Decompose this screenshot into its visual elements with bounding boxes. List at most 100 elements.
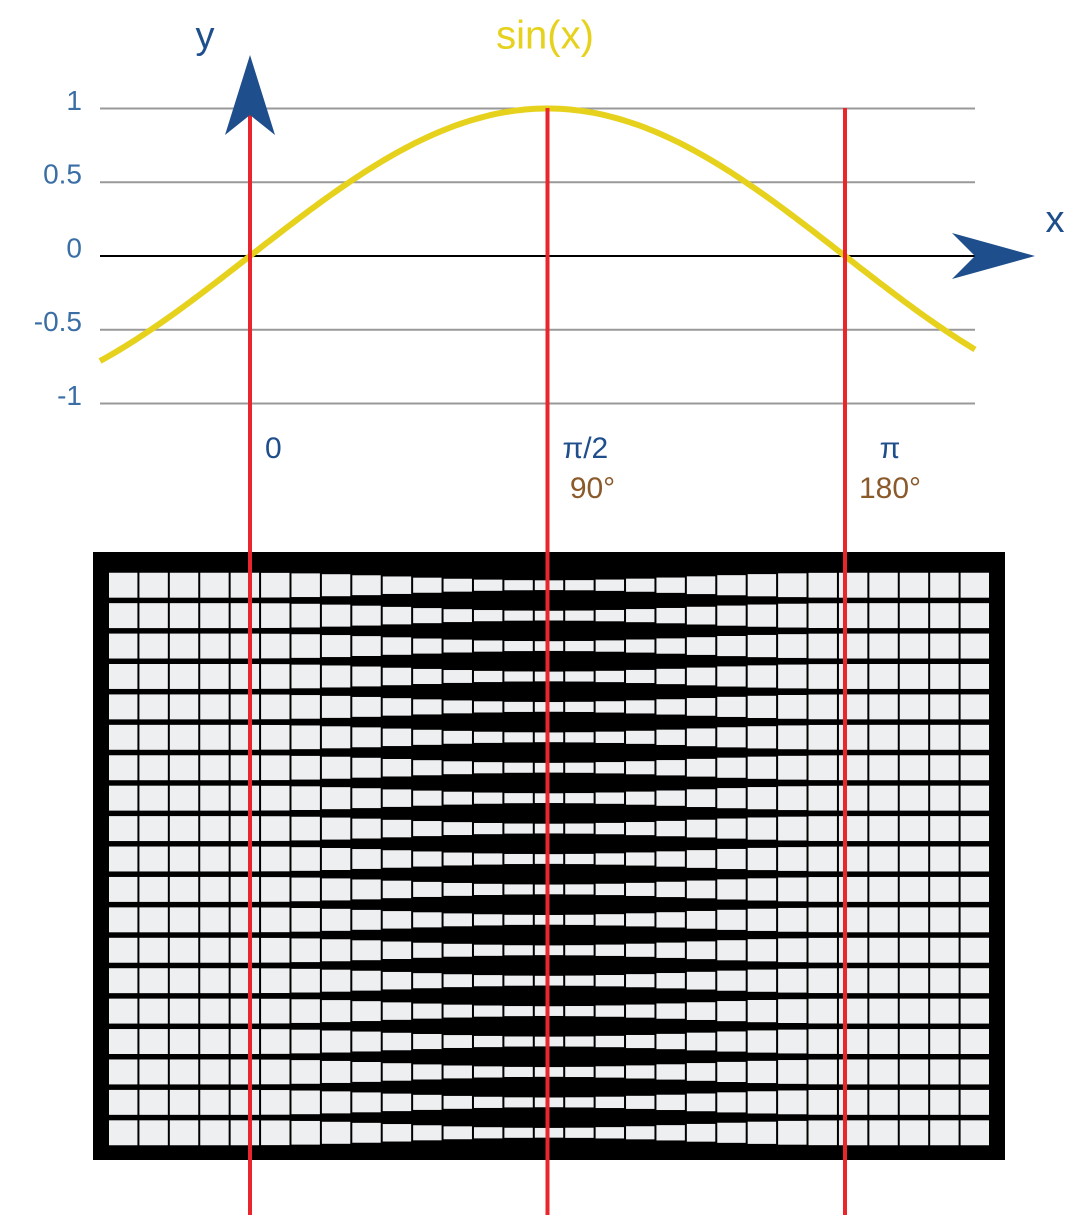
- grid-cell: [473, 822, 503, 835]
- grid-cell: [686, 819, 716, 838]
- grid-cell: [382, 758, 412, 777]
- grid-cell: [504, 945, 533, 956]
- grid-cell: [504, 732, 533, 743]
- grid-cell: [565, 914, 594, 925]
- grid-cell: [747, 1091, 777, 1114]
- grid-cell: [656, 851, 685, 867]
- grid-cell: [382, 606, 412, 625]
- grid-cell: [109, 937, 138, 963]
- grid-cell: [109, 785, 138, 811]
- grid-cell: [200, 1029, 229, 1054]
- grid-cell: [200, 1089, 229, 1115]
- grid-cell: [443, 1126, 472, 1140]
- grid-cell: [321, 756, 351, 779]
- grid-cell: [200, 572, 229, 598]
- grid-cell: [169, 907, 199, 933]
- grid-cell: [109, 755, 138, 781]
- grid-cell: [200, 755, 229, 781]
- grid-cell: [473, 1127, 503, 1139]
- grid-cell: [565, 701, 594, 712]
- grid-cell: [321, 604, 351, 627]
- grid-cell: [899, 633, 929, 659]
- grid-cell: [504, 762, 533, 773]
- grid-cell: [899, 1120, 929, 1146]
- grid-cell: [230, 664, 260, 689]
- grid-cell: [291, 1090, 320, 1115]
- grid-cell: [413, 1064, 442, 1080]
- grid-cell: [291, 1120, 320, 1145]
- grid-cell: [352, 727, 381, 748]
- grid-cell: [808, 968, 837, 994]
- grid-cell: [261, 633, 290, 659]
- grid-cell: [413, 1094, 442, 1110]
- grid-cell: [778, 634, 807, 658]
- grid-cell: [261, 694, 290, 720]
- grid-cell: [169, 998, 199, 1024]
- grid-cell: [626, 1126, 655, 1140]
- grid-cell: [230, 846, 260, 872]
- grid-cell: [778, 907, 807, 932]
- grid-cell: [778, 786, 807, 811]
- grid-cell: [565, 610, 594, 621]
- grid-cell: [717, 636, 746, 657]
- grid-cell: [443, 761, 472, 775]
- grid-cell: [291, 725, 320, 750]
- grid-cell: [109, 998, 138, 1024]
- grid-cell: [686, 1032, 716, 1051]
- grid-cell: [413, 638, 442, 654]
- grid-cell: [565, 732, 594, 743]
- grid-cell: [473, 1035, 503, 1048]
- grid-cell: [473, 762, 503, 774]
- grid-cell: [473, 731, 503, 743]
- grid-cell: [352, 1001, 381, 1022]
- grid-cell: [778, 603, 807, 628]
- grid-cell: [504, 1036, 533, 1047]
- grid-cell: [413, 973, 442, 989]
- grid-cell: [473, 701, 503, 713]
- grid-cell: [169, 846, 199, 872]
- grid-cell: [899, 1089, 929, 1115]
- grid-cell: [169, 694, 199, 720]
- grid-cell: [261, 937, 290, 963]
- grid-cell: [717, 879, 746, 900]
- grid-cell: [626, 1034, 655, 1049]
- grid-cell: [321, 1060, 351, 1083]
- grid-cell: [413, 881, 442, 897]
- grid-cell: [930, 907, 959, 933]
- grid-cell: [930, 1029, 959, 1054]
- grid-cell: [595, 883, 625, 896]
- grid-cell: [473, 1096, 503, 1108]
- grid-cell: [595, 944, 625, 956]
- grid-cell: [778, 877, 807, 902]
- grid-cell: [656, 881, 685, 898]
- grid-cell: [200, 1120, 229, 1146]
- grid-cell: [230, 603, 260, 629]
- grid-cell: [321, 878, 351, 901]
- grid-cell: [443, 913, 472, 927]
- grid-cell: [930, 1120, 959, 1146]
- y-tick-label: 0: [66, 232, 82, 263]
- grid-cell: [656, 760, 685, 776]
- grid-cell: [626, 882, 655, 896]
- x-arrow: [952, 233, 1035, 279]
- grid-cell: [473, 1066, 503, 1078]
- grid-cell: [930, 755, 959, 781]
- grid-cell: [382, 1124, 412, 1142]
- grid-cell: [778, 847, 807, 871]
- grid-cell: [443, 882, 472, 896]
- grid-cell: [626, 1004, 655, 1018]
- grid-cell: [565, 1097, 594, 1108]
- radian-label: 0: [265, 432, 282, 465]
- grid-cell: [656, 790, 685, 806]
- grid-cell: [595, 1127, 625, 1139]
- grid-cell: [778, 725, 807, 750]
- grid-cell: [413, 699, 442, 715]
- grid-cell: [626, 639, 655, 653]
- grid-cell: [413, 942, 442, 958]
- grid-cell: [869, 1089, 898, 1115]
- grid-cell: [899, 724, 929, 750]
- grid-cell: [382, 728, 412, 747]
- grid-cell: [930, 998, 959, 1024]
- grid-cell: [291, 1060, 320, 1084]
- grid-cell: [230, 724, 260, 750]
